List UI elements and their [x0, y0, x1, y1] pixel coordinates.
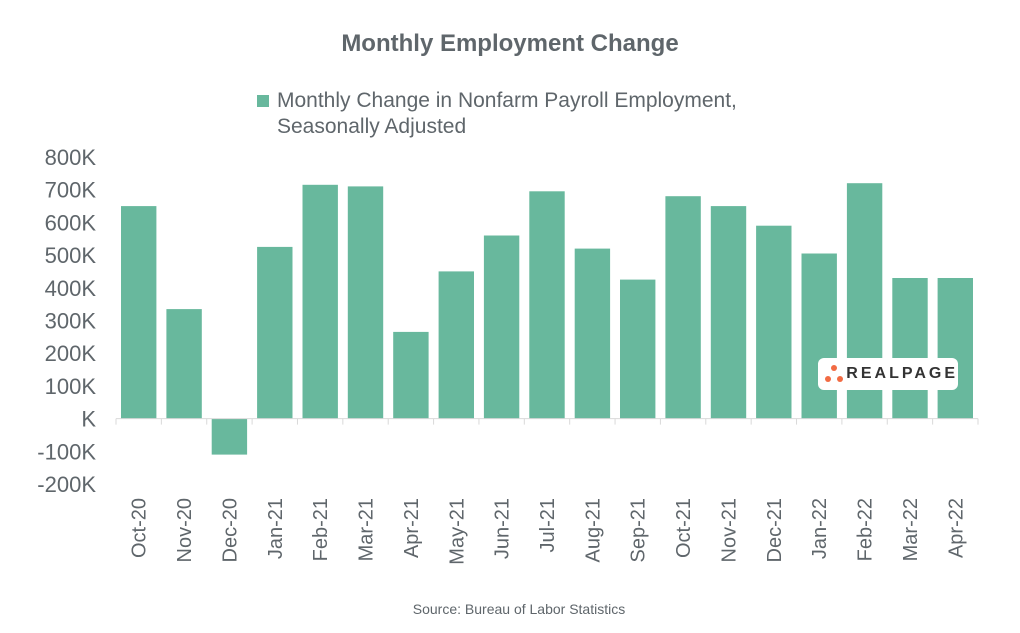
bar-Jan-22 — [801, 253, 837, 419]
x-tick-label: Sep-21 — [628, 498, 650, 563]
bars-group — [121, 183, 973, 455]
legend-swatch — [257, 95, 269, 107]
bar-Aug-21 — [574, 248, 611, 419]
realpage-logo-text: REALPAGE — [846, 365, 958, 382]
x-tick-label: Apr-21 — [401, 498, 423, 558]
plot-area: 800K 700K 600K 500K 400K 300K 200K 100K K -100K -2… — [37, 145, 979, 565]
bar-Nov-20 — [166, 309, 202, 419]
x-tick-label: Oct-20 — [129, 498, 151, 558]
x-tick-label: Jul-21 — [537, 498, 559, 552]
bar-Dec-21 — [756, 225, 792, 419]
x-tick-label: Nov-20 — [174, 498, 196, 562]
x-tick-label: Oct-21 — [673, 498, 695, 558]
bar-Oct-20 — [121, 206, 157, 419]
bar-Sep-21 — [620, 279, 656, 419]
y-tick-label: 700K — [45, 178, 97, 203]
y-axis-ticks: 800K 700K 600K 500K 400K 300K 200K 100K K -100K -2… — [37, 145, 96, 497]
x-tick-label: Feb-22 — [855, 498, 877, 561]
bar-Mar-21 — [347, 186, 384, 419]
x-tick-label: Feb-21 — [310, 498, 332, 561]
x-tick-label: Aug-21 — [582, 498, 604, 563]
bar-Dec-20 — [211, 418, 248, 455]
x-tick-label: Dec-21 — [764, 498, 786, 562]
bar-Apr-22 — [937, 278, 973, 419]
y-tick-label: -200K — [37, 472, 96, 497]
y-tick-label: 400K — [45, 276, 97, 301]
bar-Mar-22 — [892, 278, 928, 419]
x-tick-label: Nov-21 — [718, 498, 740, 562]
legend: Monthly Change in Nonfarm Payroll Employ… — [257, 88, 797, 140]
x-tick-label: Jan-22 — [809, 498, 831, 559]
y-tick-label: 200K — [45, 341, 97, 366]
x-tick-label: Mar-22 — [900, 498, 922, 561]
y-tick-label: 800K — [45, 145, 97, 170]
bar-Apr-21 — [393, 331, 429, 419]
bar-Jan-21 — [257, 246, 293, 419]
x-tick-label: Apr-22 — [945, 498, 967, 558]
x-tick-marks — [115, 418, 979, 425]
legend-label: Monthly Change in Nonfarm Payroll Employ… — [277, 89, 737, 138]
x-tick-label: Mar-21 — [356, 498, 378, 561]
x-tick-label: Jan-21 — [265, 498, 287, 559]
bar-May-21 — [438, 271, 474, 419]
realpage-logo: REALPAGE — [818, 358, 958, 390]
bar-Nov-21 — [710, 206, 747, 419]
x-tick-label: Dec-20 — [219, 498, 241, 562]
bar-Jul-21 — [529, 191, 565, 419]
bar-Jun-21 — [483, 235, 520, 419]
chart-title: Monthly Employment Change — [341, 30, 679, 57]
source-note: Source: Bureau of Labor Statistics — [412, 601, 626, 617]
x-axis-ticks: Oct-20 Nov-20 Dec-20 Jan-21 Feb-21 Mar-21 Apr-… — [129, 498, 968, 565]
y-tick-label: 300K — [45, 309, 97, 334]
y-tick-label: 100K — [45, 374, 97, 399]
bar-Feb-21 — [302, 184, 338, 419]
realpage-logo-mark-icon — [825, 365, 843, 383]
y-tick-label: 500K — [45, 243, 97, 268]
y-tick-label: -100K — [37, 439, 96, 464]
x-tick-label: Jun-21 — [492, 498, 514, 559]
y-tick-label: K — [81, 407, 96, 432]
x-tick-label: May-21 — [446, 498, 468, 565]
y-tick-label: 600K — [45, 210, 97, 235]
bar-Oct-21 — [665, 196, 701, 419]
